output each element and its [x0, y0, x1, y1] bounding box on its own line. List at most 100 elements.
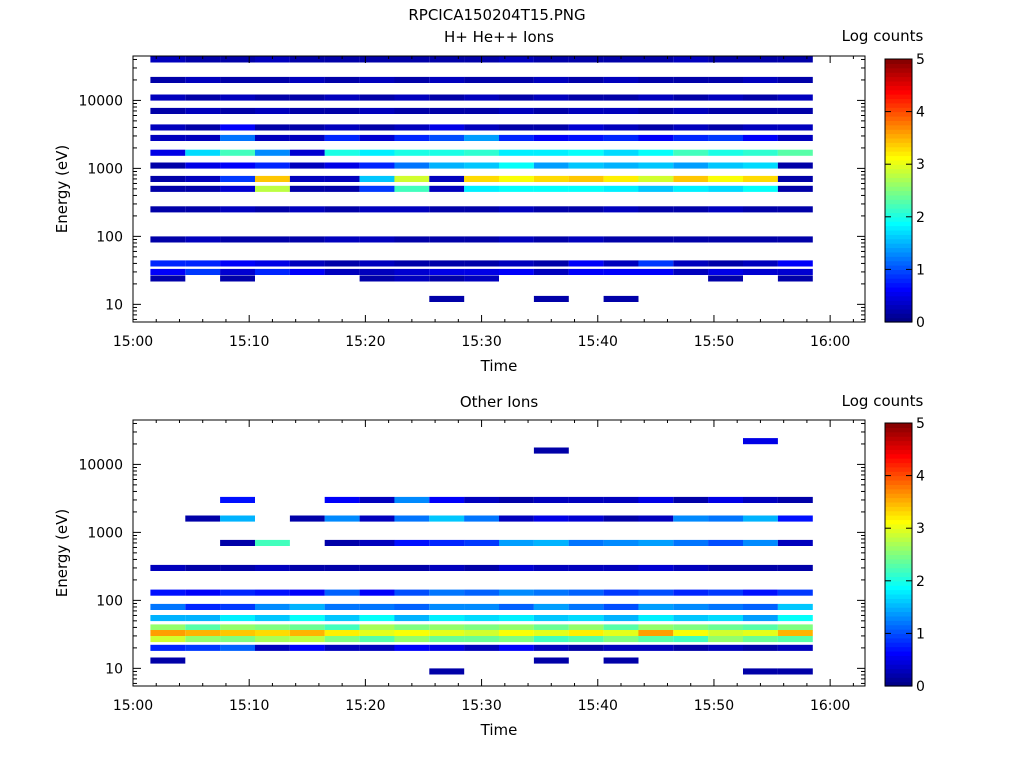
- colorbar-swatch: [885, 295, 912, 301]
- heatmap-cell: [255, 564, 290, 571]
- heatmap-cell: [568, 149, 604, 156]
- colorbar-swatch: [885, 313, 912, 319]
- heatmap-cell: [324, 149, 360, 156]
- heatmap-cell: [359, 589, 395, 596]
- heatmap-cell: [568, 268, 604, 275]
- heatmap-cell: [464, 124, 499, 131]
- colorbar-swatch: [885, 102, 912, 108]
- colorbar-swatch: [885, 471, 912, 477]
- heatmap-cell: [150, 56, 186, 63]
- heatmap-cell: [220, 175, 255, 182]
- heatmap-cell: [533, 624, 569, 631]
- colorbar-swatch: [885, 431, 912, 437]
- heatmap-cell: [359, 175, 395, 182]
- heatmap-cell: [255, 236, 290, 243]
- heatmap-cell: [220, 268, 255, 275]
- heatmap-cell: [777, 624, 813, 631]
- x-tick-label: 15:20: [345, 334, 385, 350]
- heatmap-cell: [359, 515, 395, 522]
- heatmap-cell: [324, 564, 360, 571]
- heatmap-cell: [359, 206, 395, 213]
- colorbar-frame: [884, 58, 913, 323]
- heatmap-cell: [743, 162, 778, 169]
- heatmap-cell: [394, 268, 430, 275]
- heatmap-cell: [743, 149, 778, 156]
- heatmap-cell: [185, 134, 221, 141]
- colorbar-swatch: [885, 672, 912, 678]
- colorbar-swatch: [885, 607, 912, 613]
- heatmap-cell: [255, 56, 290, 63]
- colorbar-swatch: [885, 273, 912, 279]
- y-tick-label: 100: [96, 229, 123, 245]
- heatmap-cell: [533, 539, 569, 546]
- heatmap-cell: [359, 236, 395, 243]
- heatmap-cell: [743, 615, 778, 622]
- heatmap-cell: [533, 589, 569, 596]
- heatmap-cell: [638, 134, 674, 141]
- heatmap-cell: [638, 624, 674, 631]
- heatmap-cell: [603, 260, 639, 267]
- heatmap-cell: [394, 107, 430, 114]
- heatmap-cell: [708, 539, 743, 546]
- heatmap-cell: [464, 134, 499, 141]
- heatmap-cell: [708, 624, 743, 631]
- heatmap-cell: [464, 149, 499, 156]
- heatmap-cell: [185, 589, 221, 596]
- colorbar-swatch: [885, 580, 912, 586]
- heatmap-cell: [255, 206, 290, 213]
- heatmap-cell: [429, 630, 465, 637]
- heatmap-cell: [324, 268, 360, 275]
- heatmap-cell: [673, 94, 709, 101]
- heatmap-cell: [499, 624, 534, 631]
- x-tick-label: 15:00: [113, 334, 153, 350]
- heatmap-cell: [673, 149, 709, 156]
- heatmap-cell: [673, 206, 709, 213]
- colorbar-swatch: [885, 436, 912, 442]
- heatmap-cell: [220, 624, 255, 631]
- x-tick-label: 16:00: [810, 334, 850, 350]
- heatmap-cell: [568, 206, 604, 213]
- heatmap-cell: [220, 206, 255, 213]
- colorbar-swatch: [885, 589, 912, 595]
- heatmap-cell: [708, 107, 743, 114]
- colorbar-swatch: [885, 506, 912, 512]
- heatmap-cell: [603, 496, 639, 503]
- heatmap-cell: [150, 615, 186, 622]
- heatmap-cell: [185, 162, 221, 169]
- y-axis-label: Energy (eV): [53, 145, 71, 233]
- colorbar-swatch: [885, 115, 912, 121]
- heatmap-cell: [777, 175, 813, 182]
- heatmap-cell: [673, 644, 709, 651]
- heatmap-cell: [568, 589, 604, 596]
- colorbar-swatch: [885, 642, 912, 648]
- colorbar-swatch: [885, 129, 912, 135]
- heatmap-cell: [533, 657, 569, 664]
- heatmap-cell: [499, 56, 534, 63]
- heatmap-cell: [603, 539, 639, 546]
- heatmap-cell: [185, 644, 221, 651]
- heatmap-cell: [220, 236, 255, 243]
- colorbar-swatch: [885, 216, 912, 222]
- heatmap-cell: [150, 162, 186, 169]
- heatmap-cell: [533, 56, 569, 63]
- colorbar-label: Log counts: [842, 27, 924, 45]
- heatmap-cell: [568, 56, 604, 63]
- colorbar-swatch: [885, 238, 912, 244]
- colorbar-swatch: [885, 137, 912, 143]
- heatmap-cell: [429, 496, 465, 503]
- heatmap-cell: [324, 515, 360, 522]
- heatmap-cell: [638, 94, 674, 101]
- heatmap-cell: [359, 268, 395, 275]
- heatmap-cell: [255, 268, 290, 275]
- heatmap-cell: [673, 496, 709, 503]
- heatmap-cell: [638, 268, 674, 275]
- y-tick-label: 1000: [87, 161, 123, 177]
- heatmap-cell: [568, 162, 604, 169]
- heatmap-cell: [673, 589, 709, 596]
- heatmap-cell: [429, 185, 465, 192]
- heatmap-cell: [185, 615, 221, 622]
- heatmap-cell: [499, 76, 534, 83]
- heatmap-cell: [185, 624, 221, 631]
- heatmap-cell: [603, 107, 639, 114]
- heatmap-cell: [359, 644, 395, 651]
